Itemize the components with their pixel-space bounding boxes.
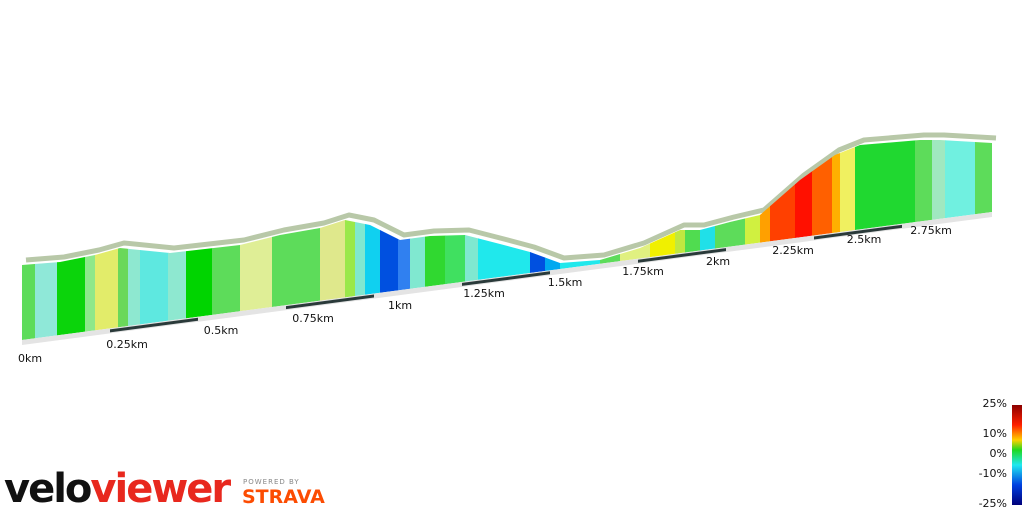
gradient-strip (685, 140, 701, 340)
gradient-strip (85, 140, 96, 340)
logo: veloviewer (4, 466, 231, 512)
gradient-strip (560, 140, 601, 340)
distance-label: 0.25km (106, 338, 148, 351)
gradient-strip (745, 140, 761, 340)
colorbar-label: -25% (979, 497, 1007, 510)
gradient-strip (118, 140, 129, 340)
distance-label: 2km (706, 255, 730, 268)
gradient-strip (795, 140, 813, 340)
side-segment (110, 317, 198, 333)
gradient-strip (57, 140, 86, 340)
gradient-strip (95, 140, 119, 340)
gradient-strip (212, 140, 241, 340)
distance-label: 0.5km (204, 324, 239, 337)
profile (22, 132, 997, 345)
colorbar-labels: 25% 10% 0% -10% -25% (979, 397, 1007, 510)
powered-by: POWERED BY (243, 478, 300, 486)
distance-label: 1.75km (622, 265, 664, 278)
distance-label: 1.5km (548, 276, 583, 289)
gradient-strip (355, 140, 366, 340)
distance-labels: 0km 0.25km 0.5km 0.75km 1km 1.25km 1.5km 1.75km… (18, 224, 952, 365)
distance-label: 0km (18, 352, 42, 365)
gradient-strip (832, 140, 841, 340)
side-segment (814, 224, 902, 240)
side-segment (286, 294, 374, 310)
strava: STRAVA (242, 486, 325, 508)
side-segment (462, 271, 550, 286)
gradient-strip (240, 140, 273, 340)
gradient-strip (812, 140, 833, 340)
gradient-strip (620, 140, 651, 340)
gradient-strip (840, 140, 856, 340)
distance-label: 0.75km (292, 312, 334, 325)
colorbar-label: -10% (979, 467, 1007, 480)
distance-label: 2.75km (910, 224, 952, 237)
logo-part: velo (4, 466, 91, 512)
gradient-strip (700, 140, 716, 340)
gradient-strip (22, 140, 36, 340)
distance-label: 1.25km (463, 287, 505, 300)
colorbar-label: 25% (983, 397, 1007, 410)
gradient-strip (545, 140, 561, 340)
gradient-strip (770, 140, 796, 340)
gradient-strip (530, 140, 546, 340)
gradient-strip (398, 140, 411, 340)
colorbar-label: 0% (990, 447, 1007, 460)
logo-part: viewer (90, 466, 231, 512)
gradient-strip (128, 140, 141, 340)
top-surface (25, 132, 997, 263)
gradient-strip (715, 140, 746, 340)
colorbar (1012, 405, 1022, 505)
gradient-strip (675, 140, 686, 340)
distance-label: 2.5km (847, 233, 882, 246)
gradient-strip (35, 140, 58, 340)
gradient-strip (365, 140, 381, 340)
gradient-strip (760, 140, 771, 340)
distance-label: 1km (388, 299, 412, 312)
side-segment (638, 248, 726, 263)
gradient-strip (600, 140, 621, 340)
colorbar-label: 10% (983, 427, 1007, 440)
gradient-strip (345, 140, 356, 340)
distance-label: 2.25km (772, 244, 814, 257)
gradient-strip (140, 140, 169, 340)
gradient-strip (478, 140, 531, 340)
